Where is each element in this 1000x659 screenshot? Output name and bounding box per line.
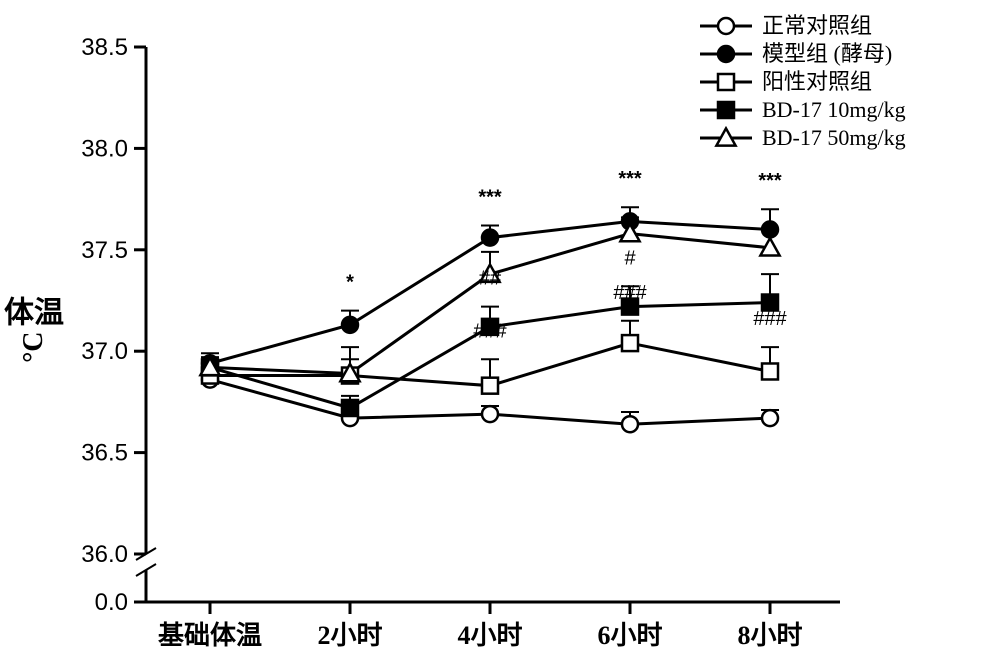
svg-text:正常对照组: 正常对照组 — [762, 13, 872, 38]
svg-text:#: # — [624, 247, 636, 269]
svg-text:36.5: 36.5 — [81, 440, 128, 467]
svg-text:BD-17 10mg/kg: BD-17 10mg/kg — [762, 97, 906, 122]
svg-text:##: ## — [479, 268, 502, 290]
svg-text:38.5: 38.5 — [81, 34, 128, 61]
svg-text:36.0: 36.0 — [81, 541, 128, 568]
svg-text:***: *** — [758, 170, 782, 192]
svg-text:8小时: 8小时 — [737, 621, 802, 650]
line-chart: 36.0 36.5 37.0 37.5 38.0 38.5 0.0 基础体温 2小时 4小时 6小时… — [0, 0, 1000, 659]
svg-text:2小时: 2小时 — [317, 621, 382, 650]
ylabel-unit: °C — [19, 331, 48, 362]
svg-text:基础体温: 基础体温 — [158, 621, 262, 650]
svg-text:###: ### — [753, 308, 787, 330]
svg-text:BD-17 50mg/kg: BD-17 50mg/kg — [762, 125, 906, 150]
svg-text:*: * — [346, 272, 354, 294]
svg-text:38.0: 38.0 — [81, 135, 128, 162]
svg-text:37.0: 37.0 — [81, 338, 128, 365]
svg-text:###: ### — [613, 282, 647, 304]
svg-text:***: *** — [478, 186, 502, 208]
svg-text:37.5: 37.5 — [81, 237, 128, 264]
svg-text:6小时: 6小时 — [597, 621, 662, 650]
y-axis-label: 体温 °C — [4, 297, 64, 362]
svg-text:模型组 (酵母): 模型组 (酵母) — [762, 41, 892, 66]
svg-text:###: ### — [473, 320, 507, 342]
svg-text:0.0: 0.0 — [95, 589, 128, 616]
svg-text:4小时: 4小时 — [457, 621, 522, 650]
svg-text:阳性对照组: 阳性对照组 — [762, 69, 872, 94]
svg-text:***: *** — [618, 168, 642, 190]
chart-stage: 体温 °C 36.0 36.5 37.0 37.5 38.0 38.5 0.0 基础体温 2小时… — [0, 0, 1000, 659]
ylabel-text: 体温 — [4, 296, 64, 329]
